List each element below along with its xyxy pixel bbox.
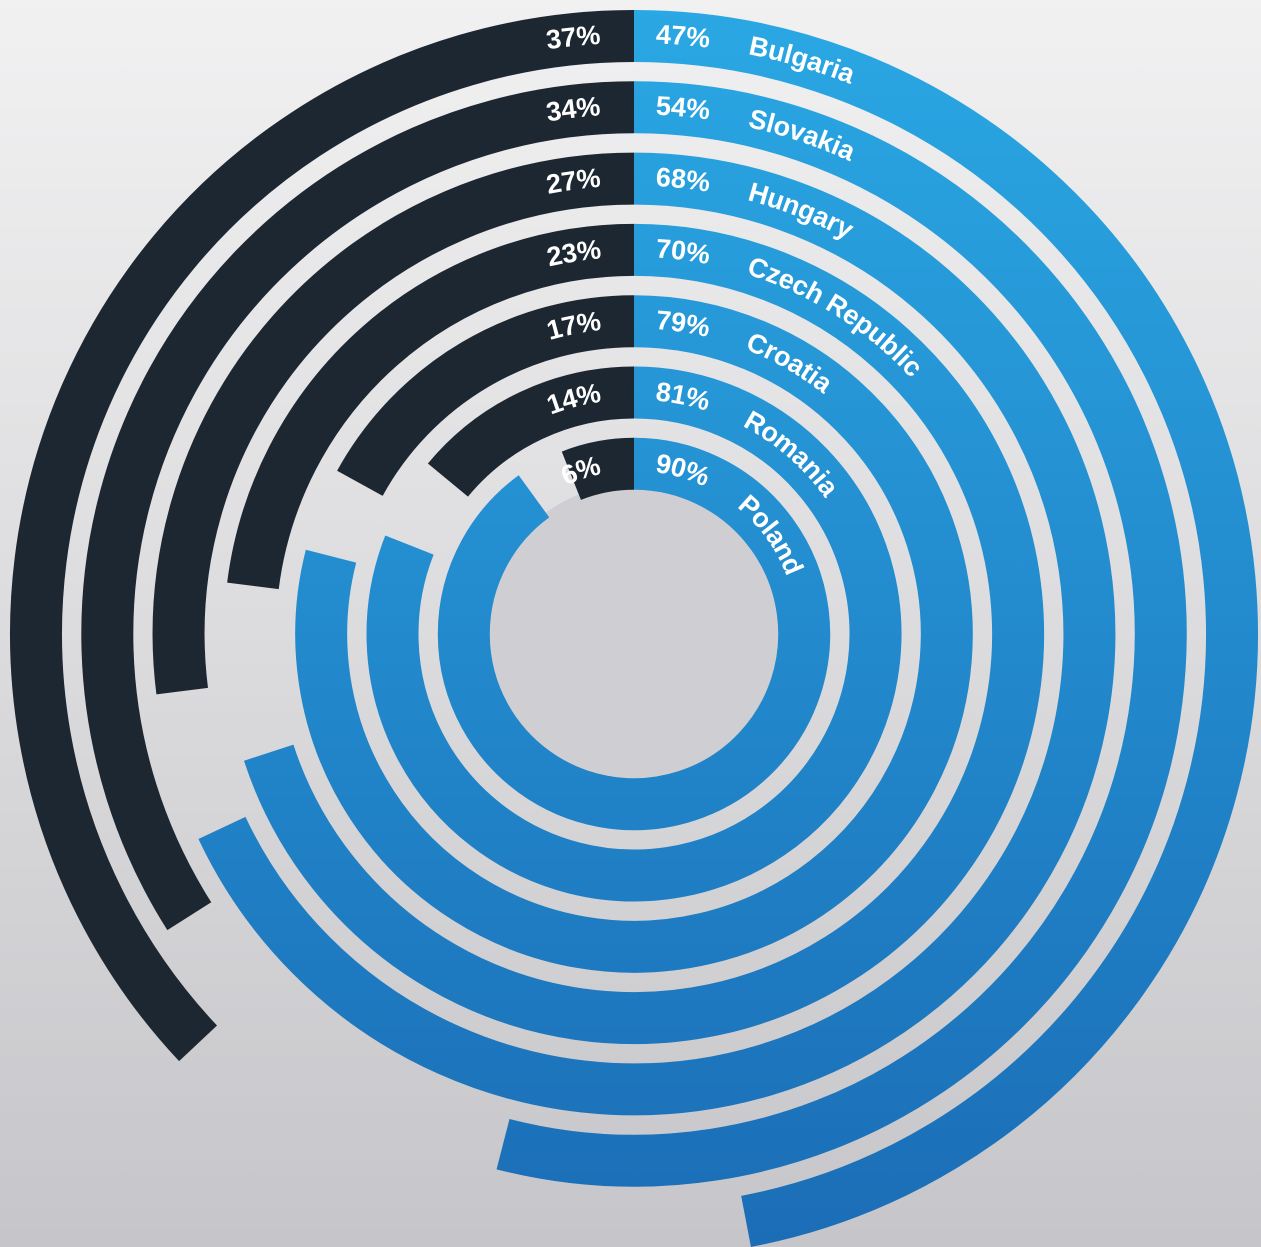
- arc-bar: [295, 295, 973, 973]
- arc-bar: [366, 366, 902, 902]
- arc-bar: [227, 223, 635, 590]
- arc-bar: [633, 10, 1258, 1247]
- value-label: 54%: [655, 91, 712, 126]
- arc-bar: [496, 81, 1187, 1187]
- arc-bar: [561, 437, 635, 501]
- arc-bar: [10, 10, 635, 1062]
- value-label-path: 68%: [655, 162, 712, 198]
- value-label-path: 27%: [544, 163, 602, 200]
- arc-bar: [337, 295, 635, 497]
- center-disc: [484, 484, 784, 784]
- value-label-path: 70%: [655, 234, 712, 271]
- arc-bar: [437, 437, 831, 831]
- value-label: 37%: [544, 20, 601, 55]
- value-label-path: 34%: [544, 91, 601, 127]
- arc-bar: [198, 152, 1116, 1116]
- value-label: 34%: [544, 91, 601, 127]
- arc-bar: [243, 223, 1045, 1045]
- value-label: 68%: [655, 162, 712, 198]
- value-label-path: 47%: [655, 20, 711, 54]
- value-label-path: 54%: [655, 91, 712, 126]
- value-label: 47%: [655, 20, 711, 54]
- value-label-path: 37%: [544, 20, 601, 55]
- value-label: 27%: [544, 163, 602, 200]
- value-label: 70%: [655, 234, 712, 271]
- arc-bar: [152, 152, 635, 695]
- arc-bar: [427, 366, 635, 497]
- arc-bar: [81, 81, 635, 931]
